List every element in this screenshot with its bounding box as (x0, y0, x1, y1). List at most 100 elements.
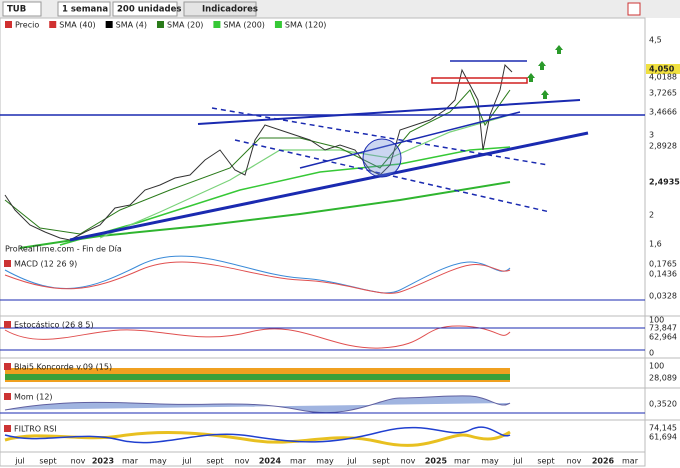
panel-icon (4, 425, 11, 432)
price-label: 1,6 (649, 240, 662, 249)
x-tick-label: sept (372, 457, 389, 466)
x-tick-label: 2025 (425, 457, 448, 466)
legend-swatch (274, 21, 282, 28)
chart-area (0, 17, 646, 467)
legend-swatch (105, 21, 113, 28)
macd-line (4, 255, 511, 294)
legend-label: SMA (4) (116, 21, 147, 30)
x-tick-label: sept (537, 457, 554, 466)
legend-label: SMA (40) (59, 21, 95, 30)
x-tick-label: jul (181, 457, 192, 466)
trendline (197, 99, 581, 125)
mom (4, 395, 511, 414)
price-tag (646, 64, 680, 74)
panel-axis-label: 28,089 (649, 374, 677, 383)
panel-icon (4, 363, 11, 370)
panel-icon (4, 393, 11, 400)
symbol-box[interactable] (2, 1, 42, 17)
x-tick-label: 2026 (592, 457, 615, 466)
price-label: 2 (649, 211, 654, 220)
panel-title: FILTRO RSI (14, 425, 57, 434)
legend-label: SMA (20) (167, 21, 203, 30)
x-tick-label: may (316, 457, 334, 466)
panel-axis-label: 0,1436 (649, 270, 677, 279)
x-tick-label: nov (235, 457, 250, 466)
x-tick-label: mar (122, 457, 139, 466)
panel-title: MACD (12 26 9) (14, 260, 77, 269)
panel-axis-label: 74,145 (649, 424, 677, 433)
trendline (69, 131, 589, 242)
legend-swatch (5, 21, 12, 28)
price-label: 2,8928 (649, 142, 677, 151)
units-box[interactable] (112, 1, 178, 17)
x-tick-label: mar (290, 457, 307, 466)
price-label: 3,7265 (649, 89, 677, 98)
panel-axis-label: 0 (649, 349, 654, 358)
panel-axis-label: 0,3520 (649, 400, 677, 409)
sma-20 (4, 89, 511, 235)
x-tick-label: may (149, 457, 167, 466)
price-label: 4,5 (649, 36, 662, 45)
zone (431, 77, 528, 84)
panel-title: Estocástico (26 8 5) (14, 321, 94, 330)
x-tick-label: may (481, 457, 499, 466)
highlight (362, 138, 402, 178)
macd-signal (4, 261, 511, 294)
x-tick-label: sept (39, 457, 56, 466)
price-label: 3 (649, 131, 654, 140)
x-tick-label: 2023 (92, 457, 114, 466)
alert-icon[interactable] (627, 2, 641, 16)
sma-40 (99, 114, 511, 239)
channel (211, 107, 549, 166)
stoch (4, 325, 511, 349)
arrows (527, 45, 563, 99)
legend-swatch (49, 21, 57, 28)
price-label: 4,050 (649, 65, 675, 74)
panel-axis-label: 100 (649, 362, 664, 371)
panel-icon (4, 321, 11, 328)
panel-axis-label: 0,0328 (649, 292, 677, 301)
panel-title: Mom (12) (14, 393, 53, 402)
period-box[interactable] (57, 1, 111, 17)
legend-label: Precio (15, 21, 39, 30)
sma-120 (59, 146, 511, 246)
x-tick-label: nov (401, 457, 416, 466)
panel-title: Blai5 Koncorde v.09 (15) (14, 363, 112, 372)
symbol: TUB (7, 5, 26, 15)
indicators: Indicadores (202, 5, 258, 15)
x-tick-label: mar (622, 457, 639, 466)
legend-label: SMA (200) (223, 21, 265, 30)
panel-axis-label: 73,847 (649, 324, 677, 333)
price-label: 2,4935 (649, 178, 680, 187)
legend-label: SMA (120) (285, 21, 327, 30)
x-tick-label: jul (14, 457, 25, 466)
legend-swatch (213, 21, 221, 28)
price-label: 3,4666 (649, 108, 677, 117)
panel-axis-label: 62,964 (649, 333, 677, 342)
legend-swatch (156, 21, 164, 28)
trendline (299, 111, 521, 169)
x-tick-label: mar (454, 457, 471, 466)
period: 1 semana (62, 5, 108, 15)
indicators-btn[interactable] (183, 1, 257, 17)
x-tick-label: jul (346, 457, 357, 466)
indicators-art (0, 255, 645, 447)
panel-axis-label: 0,1765 (649, 260, 677, 269)
price-tag (646, 177, 680, 187)
units: 200 unidades (117, 5, 181, 15)
watermark: ProRealTime.com - Fin de Día (5, 245, 122, 254)
x-tick-label: nov (71, 457, 86, 466)
price-label: 4,0188 (649, 73, 677, 82)
x-tick-label: jul (512, 457, 523, 466)
panel-axis-label: 61,694 (649, 433, 677, 442)
price (4, 63, 513, 241)
panel-icon (4, 260, 11, 267)
price-chart (0, 45, 645, 249)
x-tick-label: nov (567, 457, 582, 466)
koncorde (5, 374, 510, 380)
rsi-signal (4, 426, 511, 444)
x-tick-label: sept (206, 457, 223, 466)
x-tick-label: 2024 (259, 457, 282, 466)
panel-axis-label: 100 (649, 316, 664, 325)
